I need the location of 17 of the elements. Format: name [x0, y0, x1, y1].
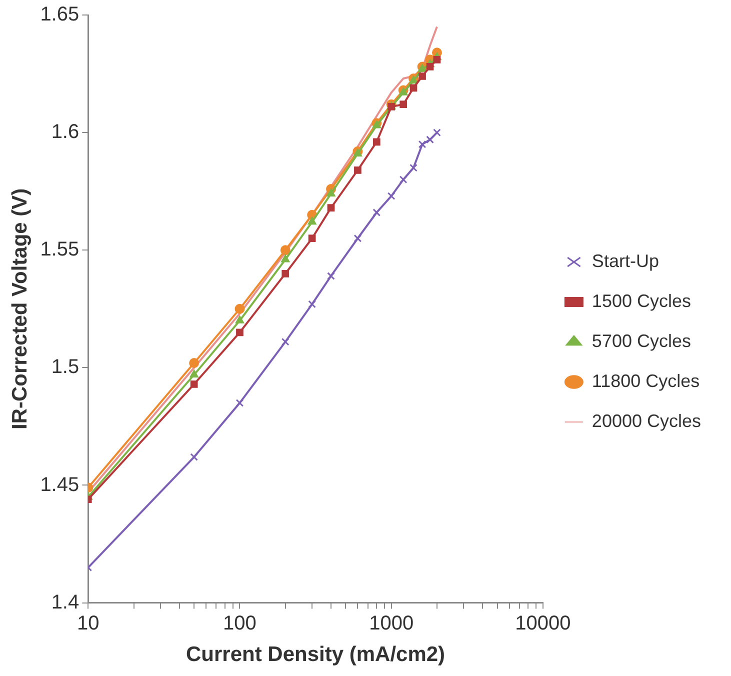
legend-label: 20000 Cycles [592, 410, 702, 431]
y-tick-label: 1.45 [40, 474, 80, 496]
legend-label: Start-Up [592, 250, 659, 271]
x-axis-title: Current Density (mA/cm2) [186, 643, 446, 666]
y-tick-label: 1.55 [40, 238, 80, 261]
x-tick-label: 1000 [369, 612, 414, 634]
y-tick-label: 1.65 [40, 4, 80, 26]
x-tick-label: 100 [223, 612, 256, 634]
x-tick-label: 10000 [515, 612, 571, 634]
y-tick-label: 1.4 [51, 591, 80, 614]
legend-label: 1500 Cycles [592, 290, 691, 311]
y-tick-label: 1.5 [51, 356, 80, 378]
y-tick-label: 1.6 [51, 121, 80, 144]
x-tick-label: 10 [77, 612, 100, 634]
legend-label: 11800 Cycles [592, 370, 700, 391]
y-axis-title: IR-Corrected Voltage (V) [8, 188, 32, 430]
legend-label: 5700 Cycles [592, 330, 691, 351]
